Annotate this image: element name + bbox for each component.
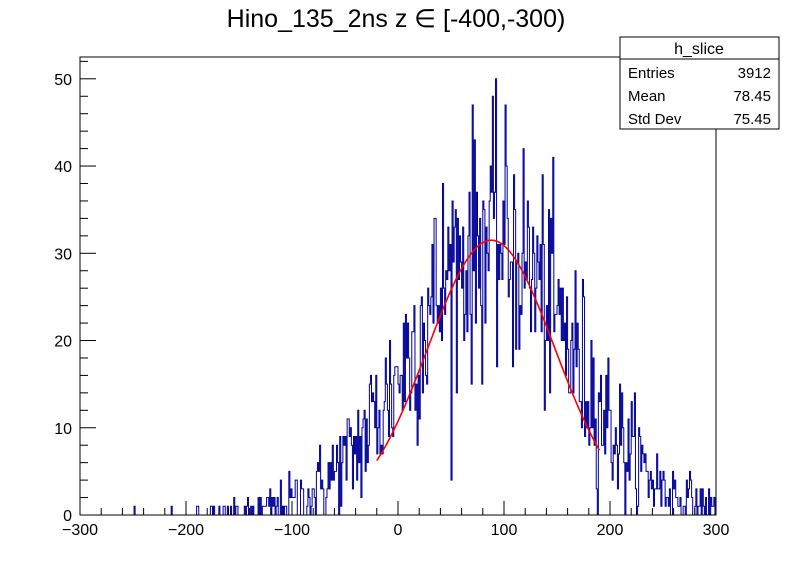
stats-entries-label: Entries [628,65,675,82]
x-tick-label: −100 [274,522,310,539]
y-tick-label: 20 [54,334,72,351]
y-tick-label: 50 [54,72,72,89]
stats-mean-label: Mean [628,88,666,105]
x-tick-label: 300 [703,522,730,539]
chart-title: Hino_135_2ns z ∈ [-400,-300) [227,5,566,33]
x-tick-label: 200 [597,522,624,539]
stats-box-frame [619,36,780,130]
y-tick-label: 30 [54,246,72,263]
stats-entries-value: 3912 [738,65,771,82]
y-tick-label: 0 [63,508,72,525]
stats-stddev-value: 75.45 [733,111,771,128]
stats-mean-value: 78.45 [733,88,771,105]
x-tick-label: −300 [62,522,98,539]
histogram-bars [80,78,716,516]
x-tick-label: 100 [491,522,518,539]
x-tick-label: −200 [168,522,204,539]
y-axis: 0 10 20 30 40 50 [54,60,96,525]
y-tick-label: 40 [54,159,72,176]
x-axis: −300 −200 −100 0 100 200 300 [62,501,729,539]
histogram-outline [80,78,716,516]
y-tick-label: 10 [54,421,72,438]
gaussian-fit-curve [376,239,601,462]
x-tick-label: 0 [394,522,403,539]
stats-box-title: h_slice [674,41,724,58]
stats-stddev-label: Std Dev [628,111,682,128]
stats-box: h_slice Entries 3912 Mean 78.45 Std Dev … [619,36,780,130]
